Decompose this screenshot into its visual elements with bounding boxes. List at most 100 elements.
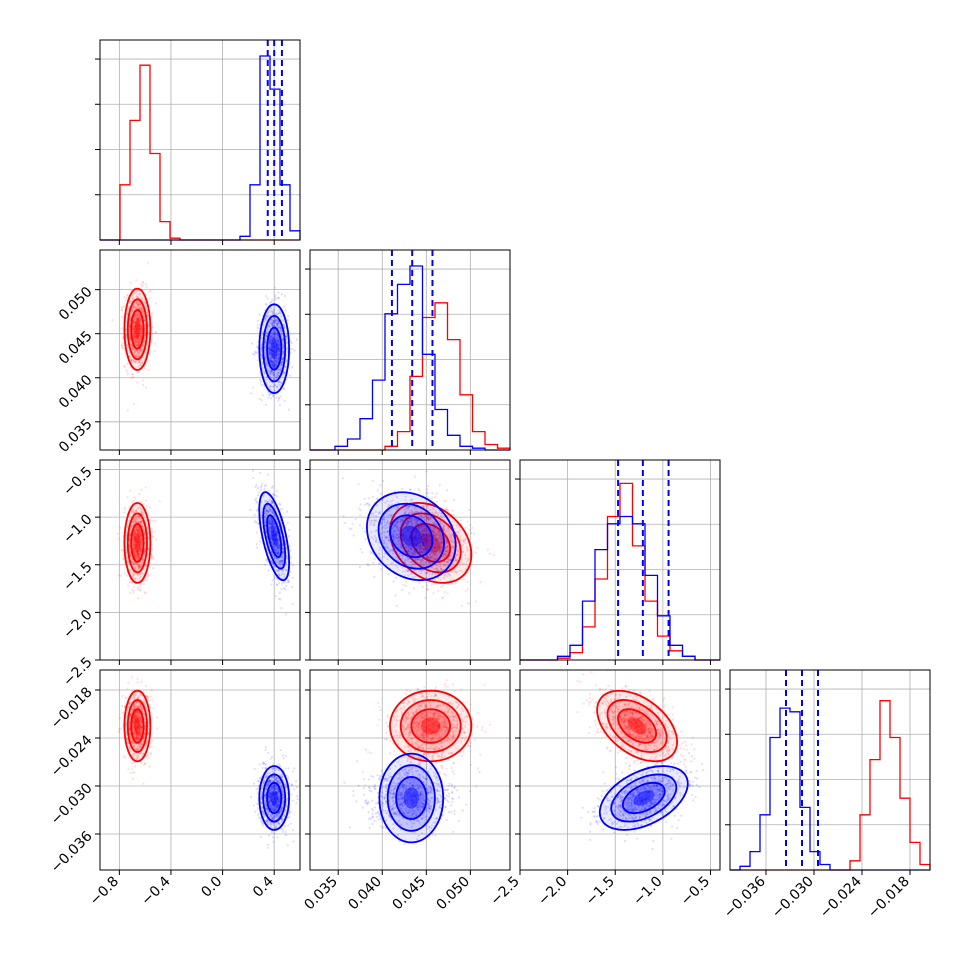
sample-point — [139, 319, 142, 322]
sample-point — [277, 582, 281, 585]
sample-point — [135, 529, 138, 532]
sample-point — [133, 350, 136, 353]
density-contour-blue — [266, 326, 283, 371]
sample-point — [280, 588, 283, 591]
sample-point — [132, 500, 135, 503]
sample-point — [274, 357, 277, 360]
sample-point — [125, 296, 128, 299]
sample-point — [273, 286, 276, 289]
sample-point — [377, 562, 381, 565]
sample-point — [281, 360, 284, 363]
sample-point — [138, 544, 141, 547]
sample-point — [129, 281, 133, 284]
sample-point — [135, 540, 138, 543]
sample-point — [270, 355, 273, 358]
sample-point — [273, 344, 276, 348]
sample-point — [268, 349, 271, 352]
sample-point — [136, 549, 139, 553]
sample-point — [275, 350, 278, 353]
sample-point — [271, 312, 275, 315]
sample-point — [269, 349, 273, 352]
sample-point — [263, 341, 267, 344]
sample-point — [128, 300, 132, 303]
sample-point — [282, 387, 285, 390]
sample-point — [134, 324, 137, 327]
sample-point — [135, 332, 138, 336]
sample-point — [278, 349, 281, 353]
sample-point — [143, 530, 146, 533]
sample-point — [139, 572, 142, 575]
sample-point — [137, 319, 140, 322]
sample-point — [268, 352, 271, 355]
sample-point — [270, 356, 273, 359]
sample-point — [426, 485, 430, 488]
sample-point — [137, 327, 140, 330]
sample-point — [138, 292, 142, 296]
sample-point — [139, 533, 142, 536]
sample-point — [130, 358, 133, 361]
sample-point — [271, 323, 274, 326]
sample-point — [134, 317, 138, 320]
sample-point — [270, 322, 273, 325]
sample-point — [275, 343, 278, 346]
sample-point — [140, 547, 143, 550]
sample-point — [135, 542, 138, 545]
sample-point — [274, 345, 278, 348]
sample-point — [274, 334, 277, 337]
sample-point — [136, 301, 139, 305]
sample-point — [259, 488, 262, 491]
sample-point — [291, 576, 294, 579]
sample-point — [266, 297, 269, 300]
sample-point — [141, 281, 145, 284]
sample-point — [133, 585, 136, 588]
sample-point — [117, 537, 120, 540]
sample-point — [140, 541, 143, 544]
sample-point — [277, 353, 280, 356]
sample-point — [255, 497, 258, 500]
sample-point — [140, 309, 143, 312]
sample-point — [133, 547, 136, 550]
sample-point — [291, 564, 294, 567]
histogram-panel — [310, 250, 511, 451]
sample-point — [142, 383, 145, 387]
sample-point — [271, 360, 274, 363]
sample-point — [138, 516, 141, 519]
sample-point — [138, 537, 141, 541]
sample-point — [141, 571, 144, 575]
sample-point — [140, 519, 144, 522]
sample-point — [276, 319, 279, 322]
sample-point — [136, 543, 139, 546]
sample-point — [282, 587, 286, 590]
sample-point — [135, 339, 138, 342]
sample-point — [268, 394, 271, 397]
sample-point — [138, 532, 141, 535]
sample-point — [263, 484, 266, 488]
sample-point — [143, 333, 146, 336]
sample-point — [261, 369, 264, 372]
sample-point — [139, 521, 142, 524]
sample-point — [136, 540, 139, 543]
sample-point — [251, 469, 254, 472]
sample-point — [134, 540, 137, 543]
sample-point — [144, 351, 147, 354]
sample-point — [274, 332, 277, 335]
sample-point — [136, 528, 139, 532]
sample-point — [131, 561, 134, 564]
sample-point — [276, 343, 279, 346]
sample-point — [140, 510, 143, 513]
sample-point — [135, 557, 138, 561]
sample-point — [137, 552, 140, 555]
sample-point — [134, 324, 138, 327]
sample-point — [263, 320, 266, 323]
sample-point — [257, 491, 260, 494]
sample-point — [135, 326, 138, 329]
sample-point — [276, 340, 280, 343]
sample-point — [130, 511, 133, 514]
sample-point — [277, 320, 280, 323]
sample-point — [277, 343, 280, 346]
sample-point — [139, 588, 142, 591]
sample-point — [137, 533, 140, 537]
sample-point — [133, 331, 136, 334]
sample-point — [139, 548, 142, 551]
sample-point — [132, 576, 135, 579]
